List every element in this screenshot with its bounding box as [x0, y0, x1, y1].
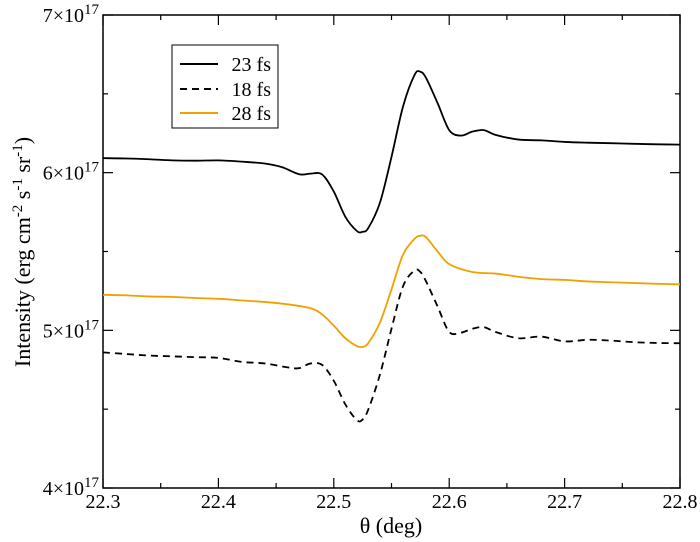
x-tick-label: 22.8	[663, 491, 698, 513]
y-axis-title-sup-3: -1	[10, 144, 26, 157]
y-axis-title-sup-2: -1	[10, 178, 26, 191]
y-axis-title-group: Intensity (erg cm-2 s-1 sr-1)	[10, 137, 35, 367]
series-line-23fs	[102, 70, 681, 234]
y-axis-title-mid-2: sr	[10, 156, 35, 178]
series-line-28fs	[102, 234, 681, 349]
legend-label-18fs: 18 fs	[232, 79, 272, 101]
x-tick-label: 22.7	[547, 491, 582, 513]
x-tick-label: 22.3	[86, 491, 121, 513]
x-tick-label: 22.6	[432, 491, 467, 513]
y-tick-label: 6×1017	[43, 160, 100, 185]
legend-box	[171, 44, 279, 129]
y-tick-label: 5×1017	[43, 317, 100, 342]
series-line-18fs	[102, 268, 681, 423]
y-tick-label: 7×1017	[43, 2, 100, 27]
y-axis-title: Intensity (erg cm-2 s-1 sr-1)	[10, 137, 35, 367]
y-tick-label: 4×1017	[43, 475, 100, 500]
series-layer	[102, 70, 681, 423]
legend: 23 fs 18 fs 28 fs	[171, 44, 279, 129]
y-axis-title-text: Intensity (erg cm	[10, 217, 35, 367]
y-axis-title-mid-1: s	[10, 191, 35, 205]
y-axis-title-sup-1: -2	[10, 205, 26, 218]
legend-label-23fs: 23 fs	[232, 54, 272, 76]
x-tick-label: 22.4	[201, 491, 236, 513]
legend-label-28fs: 28 fs	[232, 103, 272, 125]
x-tick-label: 22.5	[316, 491, 351, 513]
axis-ticks: 22.3 22.4 22.5 22.6 22.7 22.8 4×1017 5×1017 6×10…	[43, 2, 698, 513]
y-axis-title-close: )	[10, 137, 35, 144]
x-axis-title: θ (deg)	[360, 513, 422, 538]
